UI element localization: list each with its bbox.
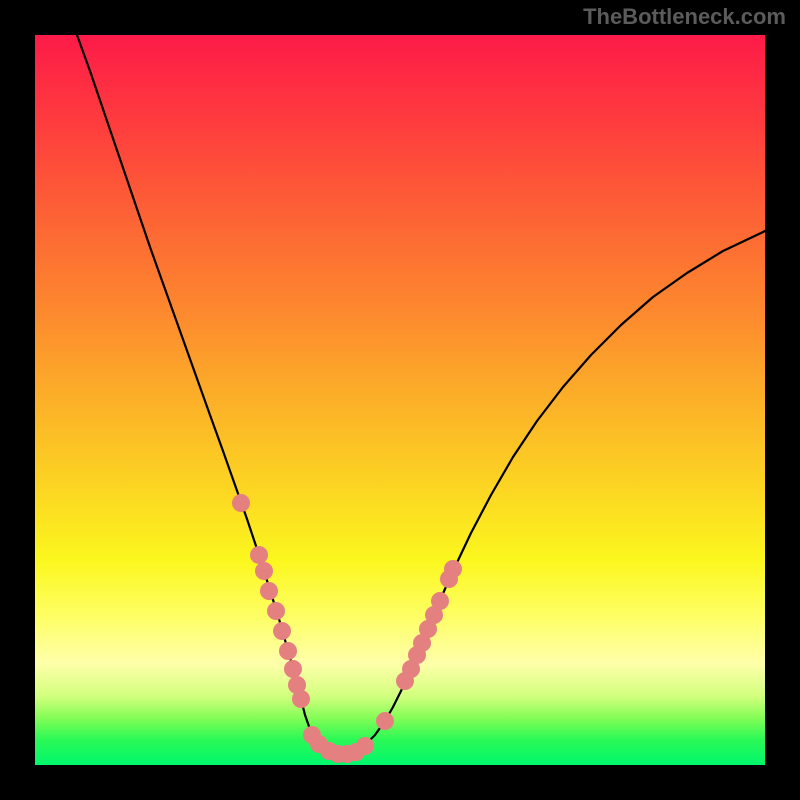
chart-background [35, 35, 765, 765]
data-marker [256, 563, 273, 580]
data-marker [280, 643, 297, 660]
data-marker [285, 661, 302, 678]
data-marker [233, 495, 250, 512]
data-marker [268, 603, 285, 620]
data-marker [445, 561, 462, 578]
chart-area [35, 35, 765, 765]
data-marker [357, 738, 374, 755]
data-marker [377, 713, 394, 730]
data-marker [274, 623, 291, 640]
data-marker [261, 583, 278, 600]
data-marker [251, 547, 268, 564]
data-marker [432, 593, 449, 610]
chart-svg [35, 35, 765, 765]
data-marker [293, 691, 310, 708]
watermark-text: TheBottleneck.com [583, 4, 786, 30]
